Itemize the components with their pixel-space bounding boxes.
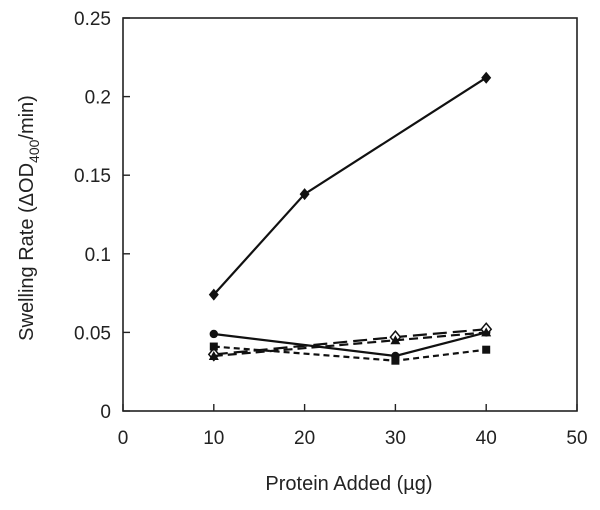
axes: 0 10 20 30 40 50 0 0.05 0.1 0.15 0.2 0.25 bbox=[74, 9, 588, 449]
x-tick-label: 0 bbox=[118, 428, 129, 449]
series-4-line bbox=[213, 331, 487, 358]
x-tick-label: 40 bbox=[476, 428, 497, 449]
y-axis-title: Swelling Rate (ΔOD400/min) bbox=[16, 95, 42, 341]
y-axis-title-unit: /min) bbox=[16, 95, 38, 139]
y-tick-label: 0 bbox=[100, 402, 111, 423]
y-tick-label: 0.05 bbox=[74, 323, 111, 344]
series-1-point bbox=[299, 188, 310, 201]
y-axis-title-subscript: 400 bbox=[26, 139, 42, 163]
series-4-point bbox=[390, 335, 401, 345]
y-tick-label: 0.2 bbox=[85, 88, 111, 109]
x-tick-label: 20 bbox=[294, 428, 315, 449]
series-5 bbox=[209, 342, 491, 365]
x-axis-title: Protein Added (µg) bbox=[265, 473, 432, 495]
x-tick-label: 50 bbox=[566, 428, 587, 449]
series-1-point bbox=[481, 71, 492, 84]
series-5-line bbox=[213, 345, 487, 362]
series-4-point bbox=[481, 327, 492, 337]
series-1 bbox=[208, 71, 492, 301]
x-tick-label: 10 bbox=[203, 428, 224, 449]
y-tick-label: 0.25 bbox=[74, 9, 111, 30]
x-tick-label: 30 bbox=[385, 428, 406, 449]
series-1-line bbox=[212, 76, 487, 296]
series-5-point bbox=[391, 356, 400, 365]
y-tick-label: 0.1 bbox=[85, 245, 111, 266]
y-axis-title-main: Swelling Rate (ΔOD bbox=[16, 163, 38, 341]
series-layer bbox=[207, 71, 493, 365]
series-5-point bbox=[482, 345, 491, 354]
series-4-point bbox=[208, 350, 219, 360]
series-2-point bbox=[209, 329, 218, 339]
plot-frame bbox=[122, 17, 578, 412]
y-tick-label: 0.15 bbox=[74, 166, 111, 187]
series-5-point bbox=[209, 342, 218, 351]
series-1-point bbox=[208, 288, 219, 301]
